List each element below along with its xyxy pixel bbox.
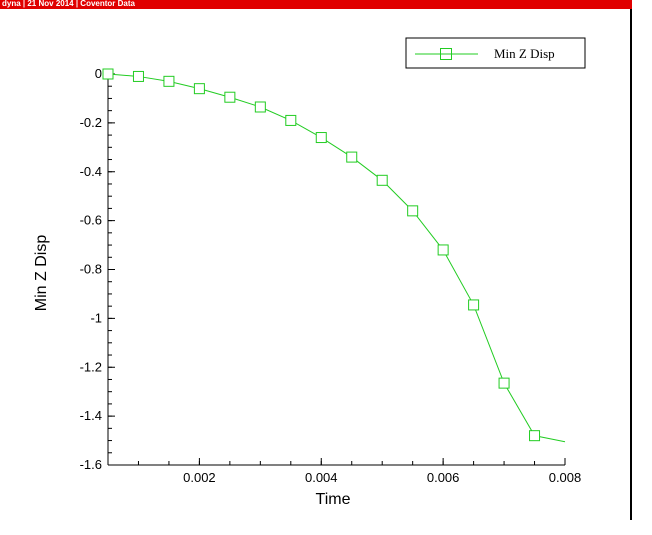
data-point bbox=[498, 377, 510, 389]
x-tick-label: 0.006 bbox=[427, 470, 460, 485]
header-text: dyna | 21 Nov 2014 | Coventor Data bbox=[2, 0, 135, 8]
markers bbox=[102, 68, 541, 442]
y-tick-label: -0.4 bbox=[80, 164, 102, 179]
y-tick-label: -1.2 bbox=[80, 359, 102, 374]
frame-right-rule bbox=[630, 9, 632, 520]
data-point bbox=[132, 70, 144, 82]
legend-marker bbox=[440, 48, 452, 60]
data-point bbox=[193, 83, 205, 95]
data-point bbox=[285, 114, 297, 126]
x-axis-title: Time bbox=[316, 491, 351, 508]
data-point bbox=[376, 174, 388, 186]
data-point bbox=[468, 299, 480, 311]
data-point bbox=[254, 101, 266, 113]
ticks: 0 -0.2 -0.4 -0.6 -0.8 -1 -1.2 -1.4 -1.6 0.002 0.00… bbox=[80, 66, 582, 485]
y-tick-label: 0 bbox=[95, 66, 102, 81]
data-point bbox=[315, 132, 327, 144]
series-line-group bbox=[107, 73, 566, 443]
y-tick-label: -0.6 bbox=[80, 213, 102, 228]
data-point bbox=[102, 68, 114, 80]
data-point bbox=[163, 75, 175, 87]
data-point bbox=[437, 244, 449, 256]
y-tick-label: -1 bbox=[90, 310, 102, 325]
x-tick-label: 0.004 bbox=[305, 470, 338, 485]
x-tick-label: 0.008 bbox=[549, 470, 582, 485]
data-point bbox=[346, 151, 358, 163]
y-axis-title: Min Z Disp bbox=[33, 235, 50, 312]
data-point bbox=[529, 430, 541, 442]
legend-box bbox=[405, 37, 586, 69]
axes bbox=[107, 70, 565, 466]
y-tick-label: -1.6 bbox=[80, 457, 102, 472]
y-tick-label: -0.8 bbox=[80, 262, 102, 277]
header-bar: dyna | 21 Nov 2014 | Coventor Data bbox=[0, 0, 632, 9]
data-point bbox=[407, 205, 419, 217]
y-tick-label: -0.2 bbox=[80, 115, 102, 130]
series-line bbox=[107, 73, 566, 443]
legend: Min Z Disp bbox=[405, 37, 586, 69]
y-tick-label: -1.4 bbox=[80, 408, 102, 423]
x-tick-label: 0.002 bbox=[183, 470, 216, 485]
data-point bbox=[224, 91, 236, 103]
legend-label: Min Z Disp bbox=[494, 46, 555, 61]
